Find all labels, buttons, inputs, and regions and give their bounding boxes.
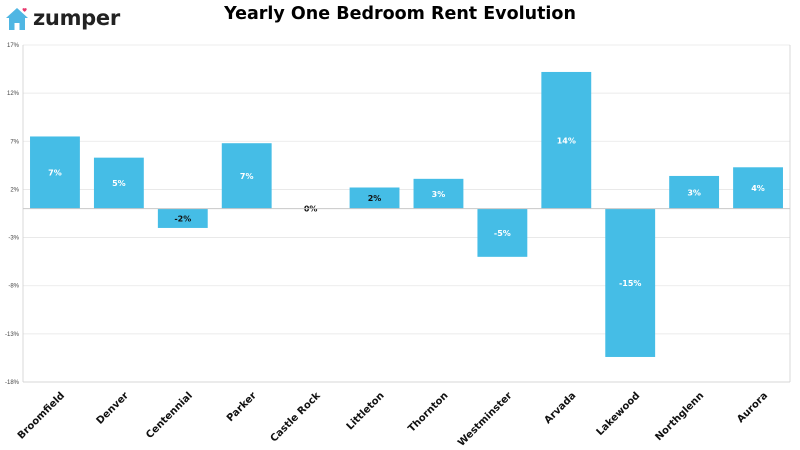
data-label: -2% [174, 214, 191, 223]
y-tick-label: -13% [5, 332, 20, 338]
bar [30, 136, 80, 209]
y-tick-label: -3% [8, 236, 19, 242]
bar [733, 167, 783, 209]
data-label: 3% [432, 190, 446, 199]
chart-title: Yearly One Bedroom Rent Evolution [224, 4, 576, 24]
bar [221, 143, 272, 209]
data-label: -5% [494, 229, 511, 238]
category-label: Lakewood [595, 390, 643, 438]
category-label: Centennial [144, 390, 195, 441]
data-label: -15% [619, 279, 641, 288]
y-tick-label: -8% [8, 284, 19, 290]
brand-name: zumper [33, 6, 120, 30]
category-label: Aurora [735, 390, 770, 425]
y-tick-label: 17% [7, 43, 20, 49]
category-label: Littleton [345, 390, 387, 432]
category-label: Denver [95, 390, 131, 426]
data-label: 14% [557, 136, 576, 145]
house-heart-icon [6, 8, 28, 30]
y-tick-label: 12% [7, 91, 20, 97]
bar [413, 178, 464, 209]
y-tick-label: 7% [10, 139, 19, 145]
y-tick-label: -18% [5, 380, 20, 386]
y-tick-label: 2% [10, 187, 19, 193]
data-label: 5% [112, 179, 126, 188]
category-label: Castle Rock [269, 390, 323, 444]
data-label: 7% [240, 172, 254, 181]
zumper-logo[interactable]: zumper [4, 4, 120, 32]
bar [93, 157, 144, 209]
data-label: 3% [687, 188, 701, 197]
bar [349, 187, 400, 209]
category-label: Thornton [406, 390, 450, 434]
bar [669, 175, 720, 209]
data-label: 2% [368, 194, 382, 203]
category-label: Broomfield [16, 390, 67, 441]
bar [477, 208, 528, 257]
category-label: Arvada [542, 390, 578, 426]
bar [157, 208, 208, 228]
data-label: 4% [751, 184, 765, 193]
category-label: Parker [225, 390, 259, 424]
bar [605, 208, 656, 357]
bar [541, 71, 592, 209]
category-label: Northglenn [653, 390, 706, 443]
data-label: 7% [48, 169, 62, 178]
category-label: Westminster [456, 390, 514, 448]
